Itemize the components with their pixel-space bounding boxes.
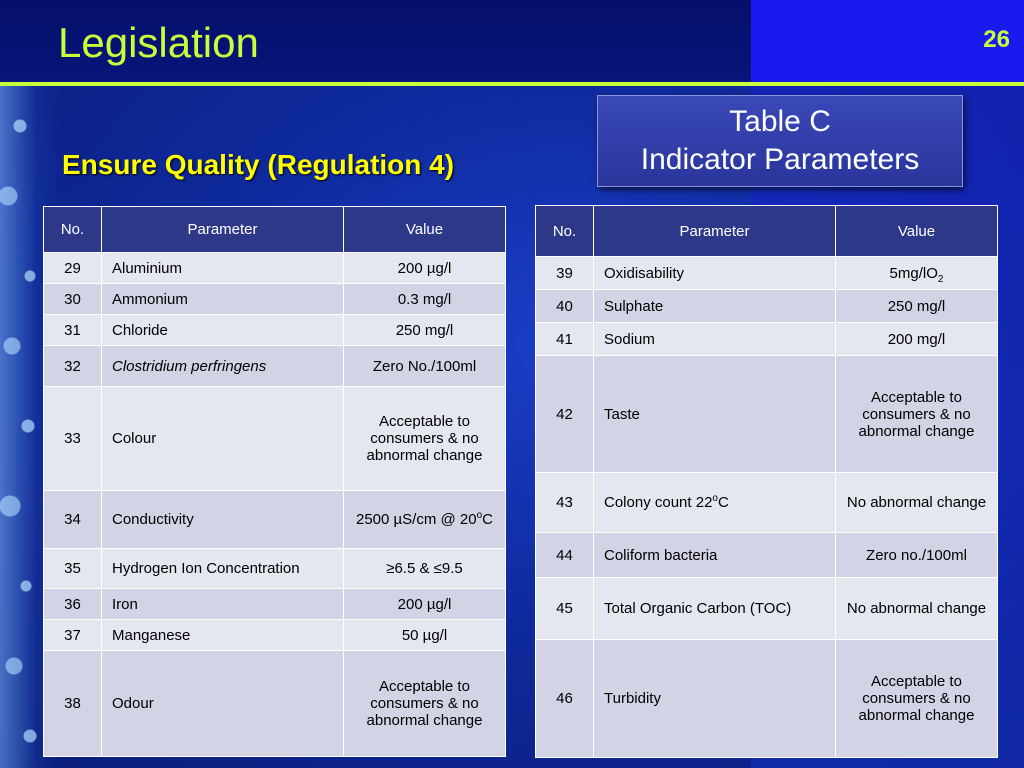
row-value: Zero No./100ml — [343, 345, 506, 387]
table-c-label: Table C — [729, 105, 831, 138]
row-value: No abnormal change — [835, 472, 998, 533]
row-no: 35 — [43, 548, 102, 589]
row-value: 200 µg/l — [343, 252, 506, 284]
indicator-parameters-label: Indicator Parameters — [640, 143, 920, 176]
row-value: 200 µg/l — [343, 588, 506, 620]
column-header-parameter: Parameter — [593, 205, 836, 257]
table-c-box: Table C Indicator Parameters — [597, 95, 963, 187]
column-header-no: No. — [43, 206, 102, 253]
row-no: 46 — [535, 639, 594, 758]
row-no: 41 — [535, 322, 594, 356]
row-value: Acceptable to consumers & no abnormal ch… — [343, 386, 506, 491]
row-parameter: Odour — [101, 650, 344, 757]
row-no: 39 — [535, 256, 594, 290]
row-parameter: Manganese — [101, 619, 344, 651]
degree-sup: o — [712, 493, 718, 504]
row-parameter: Coliform bacteria — [593, 532, 836, 578]
slide-title: Legislation — [58, 19, 259, 66]
row-value: ≥6.5 & ≤9.5 — [343, 548, 506, 589]
row-no: 30 — [43, 283, 102, 315]
row-no: 29 — [43, 252, 102, 284]
degree-sup: o — [476, 510, 483, 521]
row-value: No abnormal change — [835, 577, 998, 640]
species-name: Clostridium perfringens — [112, 357, 267, 375]
row-parameter: Conductivity — [101, 490, 344, 549]
table-row: 33 Colour Acceptable to consumers & no a… — [43, 386, 506, 491]
table-row: 44 Coliform bacteria Zero no./100ml — [535, 532, 998, 578]
row-no: 36 — [43, 588, 102, 620]
parameters-table-right: No. Parameter Value 39 Oxidisability 5mg… — [535, 205, 998, 758]
table-row: 30 Ammonium 0.3 mg/l — [43, 283, 506, 315]
row-no: 43 — [535, 472, 594, 533]
row-parameter: Iron — [101, 588, 344, 620]
table-row: 40 Sulphate 250 mg/l — [535, 289, 998, 323]
table-row: 31 Chloride 250 mg/l — [43, 314, 506, 346]
row-value: Acceptable to consumers & no abnormal ch… — [343, 650, 506, 757]
row-parameter: Total Organic Carbon (TOC) — [593, 577, 836, 640]
row-value: Zero no./100ml — [835, 532, 998, 578]
row-value: Acceptable to consumers & no abnormal ch… — [835, 355, 998, 473]
value-text: 2500 µS/cm @ 20 — [356, 511, 477, 528]
subscript-text: 2 — [937, 273, 944, 285]
row-no: 42 — [535, 355, 594, 473]
slide-subtitle: Ensure Quality (Regulation 4) — [62, 149, 455, 180]
column-header-parameter: Parameter — [101, 206, 344, 253]
row-parameter: Colour — [101, 386, 344, 491]
table-header-row: No. Parameter Value — [535, 205, 998, 257]
table-row: 46 Turbidity Acceptable to consumers & n… — [535, 639, 998, 758]
row-parameter: Ammonium — [101, 283, 344, 315]
column-header-no: No. — [535, 205, 594, 257]
table-row: 41 Sodium 200 mg/l — [535, 322, 998, 356]
table-row: 35 Hydrogen Ion Concentration ≥6.5 & ≤9.… — [43, 548, 506, 589]
row-no: 45 — [535, 577, 594, 640]
table-row: 37 Manganese 50 µg/l — [43, 619, 506, 651]
parameter-text: Colony count 22 — [604, 494, 713, 511]
row-no: 32 — [43, 345, 102, 387]
row-parameter: Hydrogen Ion Concentration — [101, 548, 344, 589]
row-parameter: Sodium — [593, 322, 836, 356]
unit-text: C — [482, 511, 493, 528]
value-text: 5mg/lO — [889, 264, 938, 282]
table-row: 29 Aluminium 200 µg/l — [43, 252, 506, 284]
row-parameter: Oxidisability — [593, 256, 836, 290]
row-value: Acceptable to consumers & no abnormal ch… — [835, 639, 998, 758]
row-no: 37 — [43, 619, 102, 651]
row-value: 200 mg/l — [835, 322, 998, 356]
row-value: 250 mg/l — [835, 289, 998, 323]
row-value: 5mg/lO2 — [835, 256, 998, 290]
title-underline — [0, 82, 1024, 86]
table-row: 45 Total Organic Carbon (TOC) No abnorma… — [535, 577, 998, 640]
row-parameter: Sulphate — [593, 289, 836, 323]
column-header-value: Value — [343, 206, 506, 253]
row-no: 33 — [43, 386, 102, 491]
row-no: 44 — [535, 532, 594, 578]
row-no: 38 — [43, 650, 102, 757]
table-row: 38 Odour Acceptable to consumers & no ab… — [43, 650, 506, 757]
row-parameter: Aluminium — [101, 252, 344, 284]
row-value: 50 µg/l — [343, 619, 506, 651]
row-parameter: Taste — [593, 355, 836, 473]
table-row: 36 Iron 200 µg/l — [43, 588, 506, 620]
table-header-row: No. Parameter Value — [43, 206, 506, 253]
row-parameter: Chloride — [101, 314, 344, 346]
row-value: 2500 µS/cm @ 20oC — [343, 490, 506, 549]
unit-text: C — [717, 494, 729, 511]
row-value: 250 mg/l — [343, 314, 506, 346]
row-no: 34 — [43, 490, 102, 549]
row-no: 31 — [43, 314, 102, 346]
table-row: 42 Taste Acceptable to consumers & no ab… — [535, 355, 998, 473]
row-no: 40 — [535, 289, 594, 323]
table-row: 34 Conductivity 2500 µS/cm @ 20oC — [43, 490, 506, 549]
title-bar-accent-panel — [751, 0, 1024, 82]
row-parameter: Turbidity — [593, 639, 836, 758]
parameters-table-left: No. Parameter Value 29 Aluminium 200 µg/… — [43, 206, 506, 757]
row-value: 0.3 mg/l — [343, 283, 506, 315]
slide-number: 26 — [983, 26, 1010, 53]
table-row: 39 Oxidisability 5mg/lO2 — [535, 256, 998, 290]
table-row: 43 Colony count 22oC No abnormal change — [535, 472, 998, 533]
row-parameter: Clostridium perfringens — [101, 345, 344, 387]
table-row: 32 Clostridium perfringens Zero No./100m… — [43, 345, 506, 387]
column-header-value: Value — [835, 205, 998, 257]
row-parameter: Colony count 22oC — [593, 472, 836, 533]
